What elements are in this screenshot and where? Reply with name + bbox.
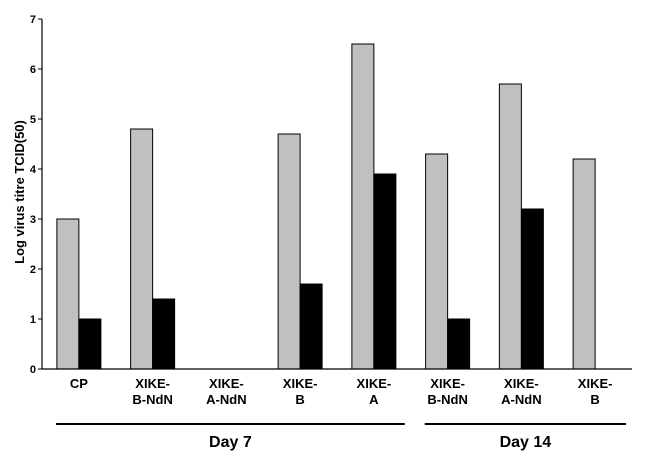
y-tick-label: 2	[30, 264, 36, 276]
bar-gray	[572, 158, 596, 370]
x-category-label: B	[295, 392, 304, 407]
bar-black	[373, 173, 397, 370]
y-tick-label: 4	[30, 164, 37, 176]
bar-black	[447, 318, 471, 370]
x-category-labels: CP XIKE-B-NdNXIKE-A-NdNXIKE-BXIKE-AXIKE-B…	[70, 376, 613, 407]
bar-black	[152, 298, 176, 370]
bar-gray	[277, 133, 301, 370]
bar-black	[520, 208, 544, 370]
x-category-label: A-NdN	[206, 392, 246, 407]
group-labels: Day 7 Day 14	[56, 423, 626, 451]
x-category-label: XIKE-	[283, 376, 318, 391]
x-category-label: A	[369, 392, 379, 407]
bars-layer	[56, 43, 596, 370]
x-category-label: B-NdN	[132, 392, 172, 407]
bar-black	[78, 318, 102, 370]
y-axis-title: Log virus titre TCID(50)	[12, 120, 27, 264]
group-label: Day 7	[209, 434, 252, 451]
bar-gray	[425, 153, 449, 370]
x-category-label: XIKE-	[504, 376, 539, 391]
y-tick-label: 6	[30, 64, 36, 76]
x-category-label: A-NdN	[501, 392, 541, 407]
bar-black	[299, 283, 323, 370]
bar-gray	[130, 128, 154, 370]
x-category-label: CP	[70, 376, 88, 391]
y-ticks: 0 1 2 3 4 5 6 7	[30, 14, 42, 376]
x-category-label: B-NdN	[427, 392, 467, 407]
x-category-label: XIKE-	[430, 376, 465, 391]
bar-gray	[56, 218, 80, 370]
x-category-label: XIKE-	[578, 376, 613, 391]
x-category-label: XIKE-	[209, 376, 244, 391]
x-category-label: B	[590, 392, 599, 407]
x-category-label: XIKE-	[135, 376, 170, 391]
bar-gray	[351, 43, 375, 370]
y-tick-label: 5	[30, 114, 36, 126]
y-tick-label: 7	[30, 14, 36, 26]
group-label: Day 14	[500, 434, 552, 451]
y-tick-label: 3	[30, 214, 36, 226]
y-tick-label: 1	[30, 314, 36, 326]
y-tick-label: 0	[30, 364, 36, 376]
bar-gray	[498, 83, 522, 370]
x-category-label: XIKE-	[357, 376, 392, 391]
